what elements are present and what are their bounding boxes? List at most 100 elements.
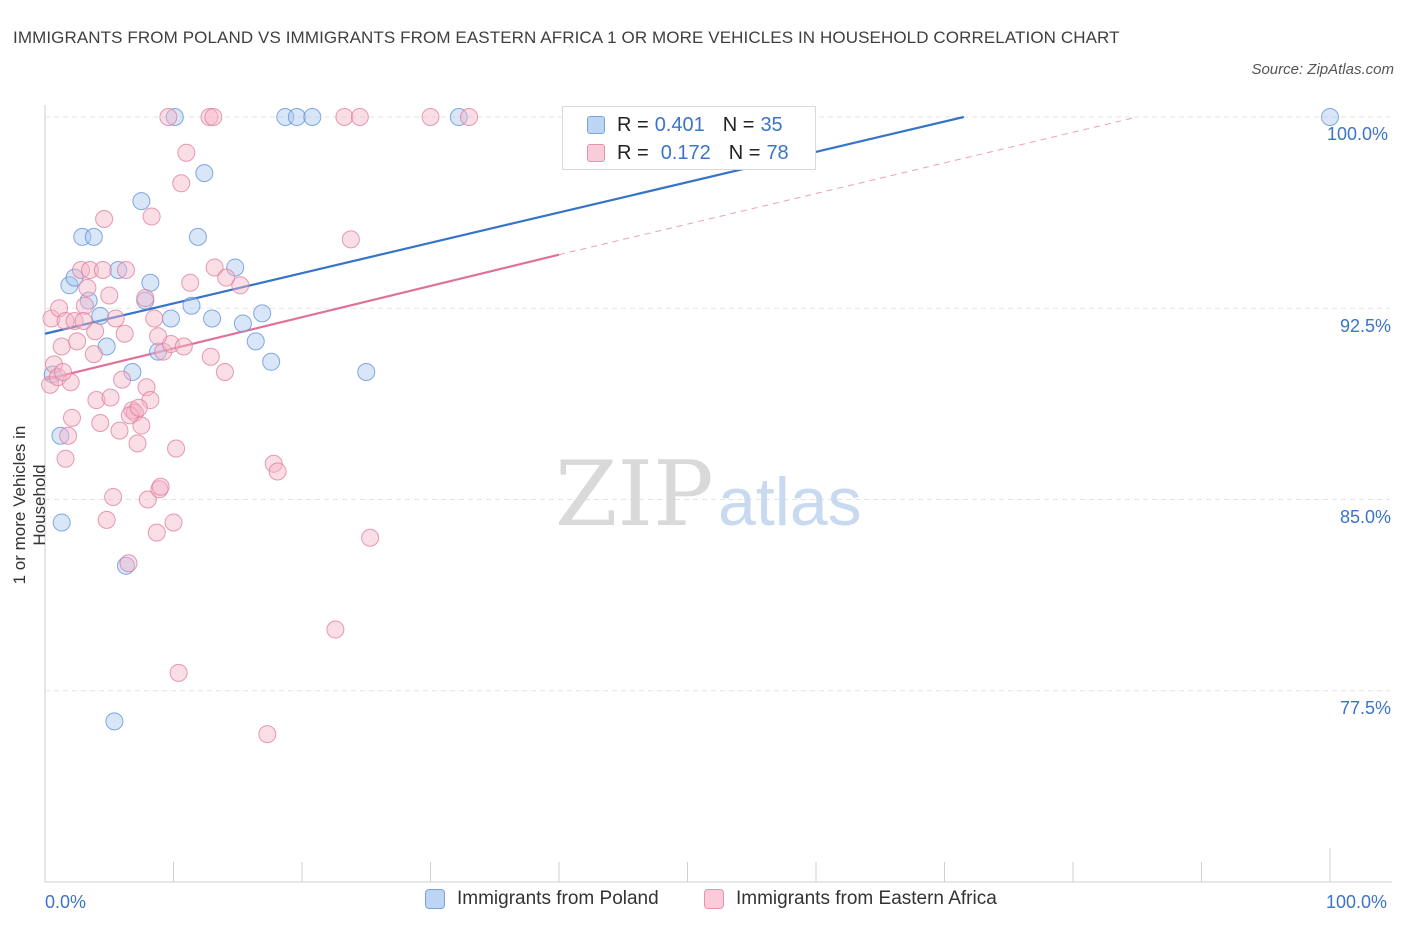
- data-point-poland: [123, 363, 142, 381]
- data-point-eastern-africa: [129, 398, 148, 417]
- data-point-eastern-africa: [149, 327, 168, 346]
- data-point-eastern-africa: [95, 210, 114, 228]
- data-point-eastern-africa: [164, 513, 183, 532]
- gridlines: [45, 116, 1390, 692]
- data-point-eastern-africa: [205, 258, 224, 277]
- data-point-poland: [233, 314, 252, 333]
- watermark-zip: ZIP: [555, 442, 714, 547]
- data-point-eastern-africa: [217, 268, 236, 287]
- data-point-poland: [246, 332, 265, 351]
- series-label-poland: Immigrants from Poland: [457, 888, 659, 909]
- data-point-eastern-africa: [177, 143, 196, 162]
- x-max-label: 100.0%: [1326, 892, 1388, 912]
- data-point-eastern-africa: [74, 312, 93, 330]
- data-point-eastern-africa: [93, 261, 112, 279]
- data-point-eastern-africa: [258, 725, 277, 744]
- data-point-eastern-africa: [145, 309, 164, 328]
- data-point-eastern-africa: [215, 363, 234, 381]
- data-point-eastern-africa: [119, 554, 138, 573]
- data-point-poland: [141, 273, 160, 292]
- data-point-eastern-africa: [341, 230, 360, 249]
- data-point-poland: [262, 352, 281, 371]
- source-label: Source: ZipAtlas.com: [1251, 61, 1394, 78]
- data-point-eastern-africa: [116, 261, 135, 279]
- data-point-eastern-africa: [91, 414, 110, 432]
- legend-n-label: N =: [722, 113, 755, 136]
- data-point-eastern-africa: [132, 416, 151, 435]
- data-point-eastern-africa: [201, 347, 220, 366]
- data-point-eastern-africa: [172, 174, 191, 193]
- data-point-eastern-africa: [52, 337, 71, 356]
- trend-extension-eastern-africa: [558, 116, 1138, 256]
- data-point-eastern-africa: [181, 273, 200, 292]
- data-point-eastern-africa: [231, 276, 250, 295]
- legend-swatch-eastern-africa: [587, 144, 605, 162]
- data-point-poland: [287, 108, 306, 126]
- data-point-poland: [449, 108, 468, 126]
- series-swatch-poland: [425, 889, 445, 909]
- legend-swatch-poland: [587, 116, 605, 134]
- legend-row-eastern-africa: R = 0.172 N = 78: [587, 140, 789, 166]
- data-point-eastern-africa: [326, 620, 345, 639]
- y-tick-label: 77.5%: [1340, 698, 1392, 718]
- data-point-poland: [303, 108, 322, 126]
- data-point-eastern-africa: [169, 663, 188, 682]
- data-point-poland: [161, 309, 180, 328]
- series-label-eastern-africa: Immigrants from Eastern Africa: [736, 888, 997, 909]
- legend-r-value: 0.401: [654, 113, 705, 136]
- data-point-poland: [1321, 108, 1339, 126]
- data-point-eastern-africa: [42, 309, 61, 328]
- data-point-eastern-africa: [61, 373, 80, 392]
- chart-title: IMMIGRANTS FROM POLAND VS IMMIGRANTS FRO…: [13, 28, 1120, 47]
- data-point-poland: [132, 192, 151, 211]
- data-point-eastern-africa: [115, 324, 134, 343]
- legend-r-value: 0.172: [660, 141, 711, 164]
- legend-n-value: 35: [760, 113, 783, 136]
- data-point-poland: [203, 309, 222, 328]
- data-point-eastern-africa: [159, 108, 178, 126]
- data-point-eastern-africa: [41, 375, 60, 394]
- series-legend-poland[interactable]: Immigrants from Poland: [425, 888, 659, 910]
- watermark-atlas: atlas: [718, 464, 862, 540]
- data-point-eastern-africa: [460, 108, 479, 126]
- data-point-poland: [105, 712, 124, 731]
- data-point-poland: [52, 513, 71, 532]
- data-point-eastern-africa: [86, 322, 105, 341]
- data-point-eastern-africa: [138, 490, 157, 509]
- data-point-eastern-africa: [151, 477, 170, 496]
- data-point-eastern-africa: [100, 286, 119, 305]
- data-point-eastern-africa: [84, 345, 103, 364]
- data-point-eastern-africa: [104, 487, 123, 506]
- data-point-eastern-africa: [136, 289, 155, 308]
- data-point-poland: [109, 261, 128, 279]
- data-points: [41, 108, 1339, 744]
- data-point-eastern-africa: [113, 370, 132, 389]
- legend-r-label: R =: [617, 113, 649, 136]
- data-point-eastern-africa: [75, 296, 94, 315]
- data-point-poland: [195, 164, 214, 183]
- data-point-eastern-africa: [87, 391, 106, 410]
- data-point-eastern-africa: [147, 523, 166, 542]
- y-axis-title: 1 or more Vehicles in Household: [10, 425, 49, 585]
- data-point-eastern-africa: [59, 426, 78, 445]
- data-point-eastern-africa: [142, 207, 161, 226]
- data-point-poland: [357, 363, 376, 381]
- data-point-eastern-africa: [350, 108, 369, 126]
- series-swatch-eastern-africa: [704, 889, 724, 909]
- data-point-poland: [84, 227, 103, 246]
- data-point-poland: [65, 268, 84, 287]
- data-point-eastern-africa: [101, 388, 120, 407]
- y-tick-label: 100.0%: [1327, 124, 1389, 144]
- data-point-eastern-africa: [204, 108, 223, 126]
- data-point-poland: [165, 108, 184, 126]
- series-legend-eastern-africa[interactable]: Immigrants from Eastern Africa: [704, 888, 997, 910]
- data-point-eastern-africa: [174, 337, 193, 356]
- legend-n-label: N =: [728, 141, 761, 164]
- data-point-eastern-africa: [80, 261, 99, 279]
- data-point-eastern-africa: [421, 108, 440, 126]
- data-point-eastern-africa: [200, 108, 219, 126]
- y-tick-label: 92.5%: [1340, 316, 1392, 336]
- legend-n-value: 78: [766, 141, 789, 164]
- data-point-poland: [182, 296, 201, 315]
- data-point-eastern-africa: [56, 449, 75, 468]
